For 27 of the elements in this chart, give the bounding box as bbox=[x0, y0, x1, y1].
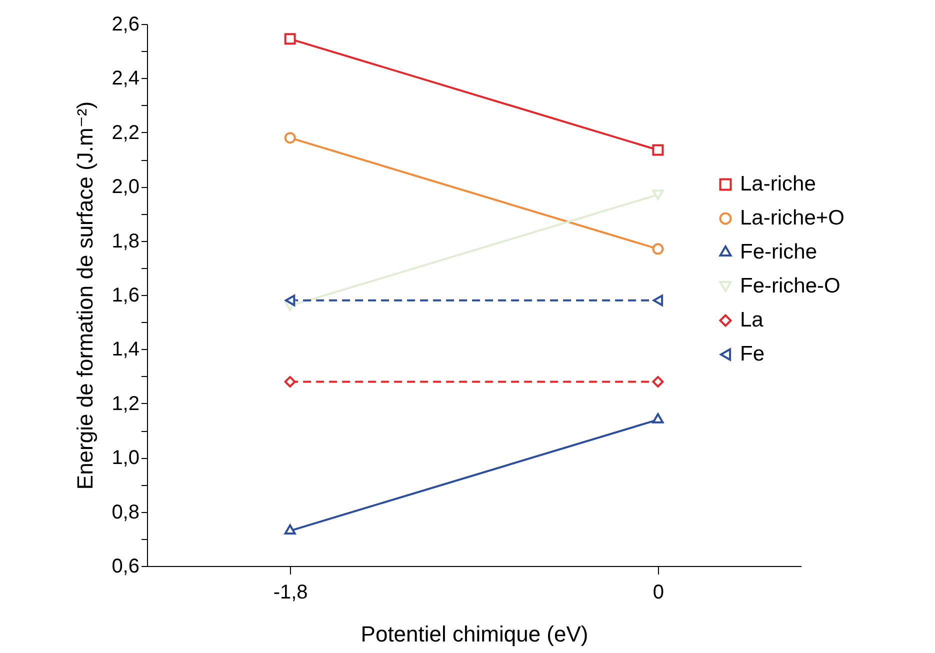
y-tick-label: 1,8 bbox=[112, 230, 140, 252]
legend-label: Fe-riche-O bbox=[740, 274, 840, 298]
point bbox=[284, 132, 296, 144]
y-tick-label: 1,2 bbox=[112, 392, 140, 415]
point bbox=[652, 144, 664, 156]
legend-label: Fe bbox=[740, 342, 765, 366]
legend-label: La-riche+O bbox=[740, 206, 844, 230]
point bbox=[284, 33, 296, 45]
y-tick-label: 1,0 bbox=[112, 447, 140, 470]
y-tick-label: 2,6 bbox=[112, 14, 140, 36]
legend-label: La bbox=[740, 308, 764, 332]
point bbox=[652, 243, 664, 255]
y-tick-label: 2,0 bbox=[112, 176, 140, 198]
y-tick-label: 2,4 bbox=[112, 68, 140, 90]
y-tick-label: 0,8 bbox=[112, 501, 140, 524]
legend-label: Fe-riche bbox=[740, 240, 818, 264]
y-tick-label: 0,6 bbox=[112, 556, 140, 578]
y-tick-label: 1,6 bbox=[112, 284, 140, 306]
x-tick-label: -1,8 bbox=[273, 582, 308, 604]
x-axis-title: Potentiel chimique (eV) bbox=[360, 622, 588, 646]
point bbox=[284, 376, 296, 388]
y-axis-title: Energie de formation de surface (J.m⁻²) bbox=[72, 101, 98, 490]
legend-label: La-riche bbox=[740, 172, 816, 196]
y-tick-label: 2,2 bbox=[112, 122, 140, 144]
x-tick-label: 0 bbox=[652, 582, 664, 604]
point bbox=[652, 376, 664, 388]
y-tick-label: 1,4 bbox=[112, 338, 140, 361]
